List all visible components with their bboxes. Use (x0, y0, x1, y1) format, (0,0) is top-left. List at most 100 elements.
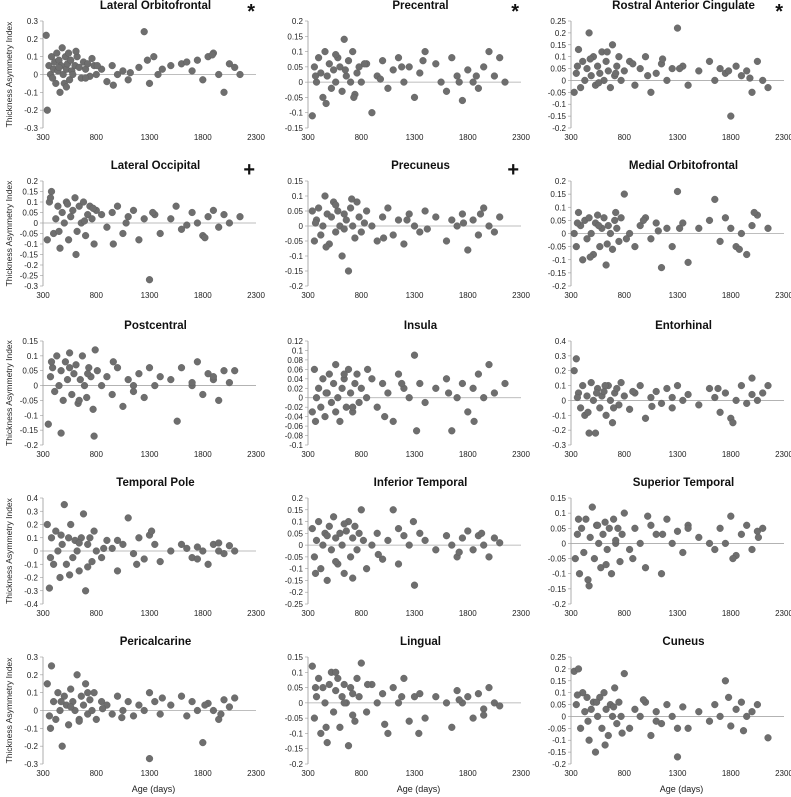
data-point (63, 200, 72, 208)
data-point (591, 748, 600, 756)
data-point (405, 717, 413, 725)
data-point (490, 228, 499, 236)
data-point (596, 404, 604, 412)
data-point (421, 207, 429, 215)
data-point (684, 390, 692, 399)
y-tick-label: -0.05 (285, 93, 304, 102)
data-point (231, 367, 239, 375)
data-point (330, 379, 338, 388)
data-point (602, 411, 610, 419)
data-point (349, 47, 357, 56)
data-point (716, 712, 724, 721)
data-point (183, 221, 191, 229)
data-point (129, 206, 138, 215)
y-tick-label: 0 (34, 219, 39, 228)
y-tick-label: -0.15 (285, 124, 304, 133)
y-tick-label: 0 (299, 394, 304, 403)
data-point (464, 66, 472, 74)
data-point (442, 375, 451, 383)
data-point (373, 529, 381, 537)
y-tick-label: -0.1 (552, 736, 566, 745)
data-point (188, 208, 196, 217)
data-point (188, 697, 196, 706)
data-point (711, 195, 719, 204)
data-point (647, 731, 655, 740)
data-point (380, 234, 388, 242)
x-tick-label: 300 (301, 450, 315, 459)
data-point (663, 700, 671, 709)
data-point (737, 72, 746, 80)
y-tick-label: -0.2 (24, 441, 38, 450)
data-point (308, 408, 316, 416)
data-point (79, 701, 88, 709)
data-point (607, 570, 616, 578)
data-point (576, 724, 585, 732)
data-point (225, 379, 234, 387)
data-point (644, 72, 652, 80)
data-point (442, 532, 451, 540)
x-tick-label: 2300 (775, 769, 791, 778)
data-point (93, 61, 101, 70)
data-point (353, 370, 361, 378)
data-point (647, 393, 655, 402)
chart-panel: Lingual 0.15 0.1 0.05 0 -0.05 -0.1 -0.15 -0.2300… (285, 636, 531, 794)
data-point (167, 701, 175, 709)
data-point (617, 214, 625, 222)
data-point (308, 207, 316, 215)
data-point (587, 229, 595, 238)
data-point (47, 662, 56, 670)
data-point (759, 389, 767, 397)
data-point (67, 520, 75, 529)
data-point (743, 712, 751, 721)
data-point (124, 697, 132, 706)
data-point (75, 202, 83, 210)
x-tick-label: 2300 (247, 450, 265, 459)
y-tick-label: 0.05 (550, 701, 566, 710)
data-point (389, 506, 397, 514)
data-point (204, 560, 212, 568)
data-point (695, 533, 703, 542)
data-point (746, 74, 754, 82)
data-point (574, 665, 583, 673)
data-point (579, 256, 587, 264)
data-point (389, 417, 397, 426)
data-point (215, 396, 223, 405)
y-tick-label: -0.1 (289, 252, 303, 261)
data-point (657, 570, 666, 578)
data-point (58, 44, 66, 52)
data-point (586, 253, 594, 261)
data-point (55, 63, 63, 72)
data-point (602, 705, 610, 713)
data-point (363, 394, 371, 402)
data-point (72, 47, 80, 55)
data-point (52, 79, 60, 88)
data-point (145, 754, 154, 763)
y-tick-label: -0.05 (20, 230, 39, 239)
y-tick-label: 0 (34, 382, 39, 391)
y-tick-label: -0.2 (552, 760, 566, 769)
data-point (658, 530, 667, 538)
data-point (652, 219, 660, 227)
data-point (423, 225, 431, 233)
y-tick-label: 0 (562, 230, 567, 239)
data-point (355, 213, 363, 221)
data-point (608, 419, 617, 427)
data-point (618, 729, 626, 737)
data-point (711, 393, 719, 402)
data-point (629, 554, 637, 563)
data-point (620, 509, 628, 517)
data-point (65, 349, 74, 357)
x-tick-label: 300 (564, 133, 578, 142)
data-point (470, 417, 478, 426)
data-point (72, 250, 80, 259)
data-point (652, 708, 660, 716)
data-point (448, 723, 456, 731)
x-tick-label: 300 (36, 769, 50, 778)
data-point (739, 727, 748, 735)
data-point (597, 564, 605, 572)
data-point (379, 57, 387, 65)
data-point (455, 548, 463, 556)
data-point (220, 549, 228, 558)
data-point (469, 714, 477, 722)
